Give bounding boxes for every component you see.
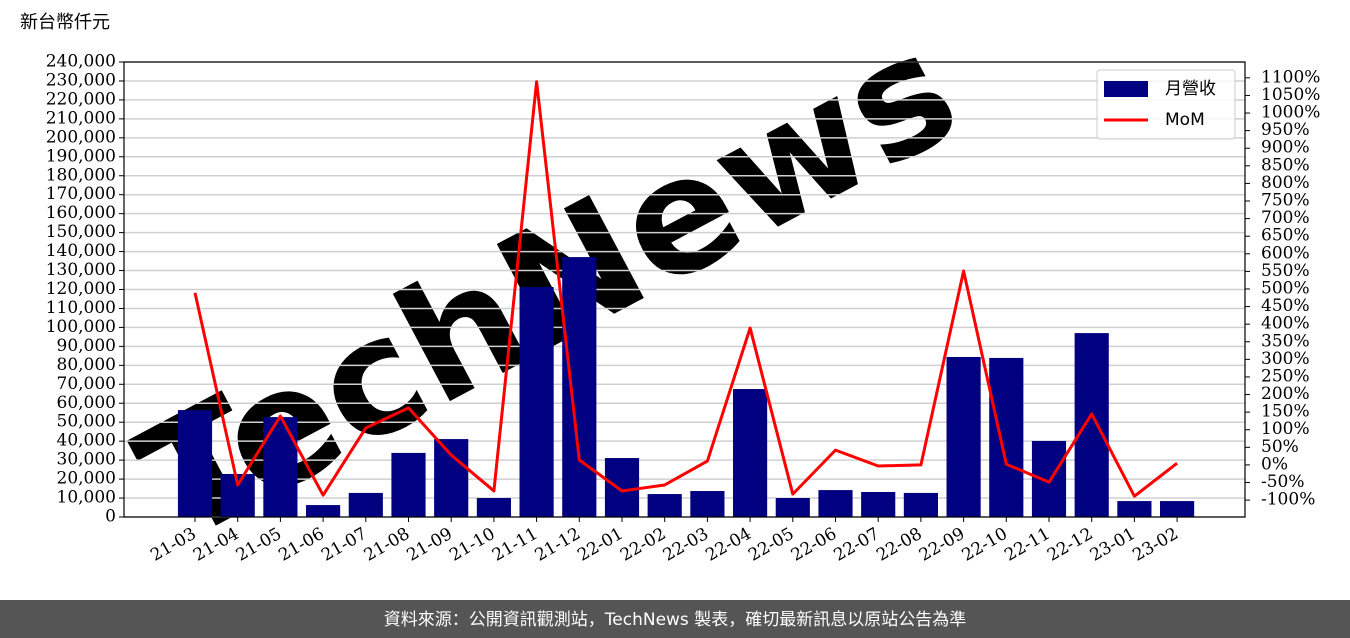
- y2-tick-label: -50%: [1261, 472, 1305, 492]
- bar: [391, 452, 426, 517]
- y-tick-label: 30,000: [57, 450, 116, 470]
- y2-tick-label: 450%: [1261, 296, 1310, 316]
- bar: [1160, 501, 1195, 517]
- y-tick-label: 80,000: [57, 355, 116, 375]
- bar: [861, 491, 896, 517]
- y-tick-label: 60,000: [57, 393, 116, 413]
- y2-tick-label: 750%: [1261, 190, 1310, 210]
- bar: [562, 257, 597, 517]
- y2-tick-label: 850%: [1261, 155, 1310, 175]
- y-tick-label: 70,000: [57, 374, 116, 394]
- bar: [434, 439, 469, 517]
- y-tick-label: 200,000: [46, 127, 116, 147]
- y-tick-label: 120,000: [46, 279, 116, 299]
- legend-swatch: [1104, 81, 1148, 97]
- bar: [775, 498, 810, 517]
- y-tick-label: 190,000: [46, 146, 116, 166]
- y-tick-label: 170,000: [46, 184, 116, 204]
- y2-tick-label: 800%: [1261, 173, 1310, 193]
- y2-tick-label: -100%: [1261, 490, 1315, 510]
- bar: [306, 505, 341, 517]
- y2-tick-label: 500%: [1261, 278, 1310, 298]
- bar: [946, 356, 981, 517]
- bar: [1074, 333, 1109, 517]
- source-note: 資料來源：公開資訊觀測站，TechNews 製表，確切最新訊息以原站公告為準: [384, 610, 966, 630]
- bar: [519, 287, 554, 517]
- y-tick-label: 150,000: [46, 222, 116, 242]
- y2-tick-label: 300%: [1261, 349, 1310, 369]
- footer-band: [0, 600, 1350, 638]
- y2-tick-label: 700%: [1261, 208, 1310, 228]
- bar: [903, 492, 938, 517]
- y-axis-label: 新台幣仟元: [20, 12, 110, 33]
- y-tick-label: 50,000: [57, 412, 116, 432]
- y2-tick-label: 950%: [1261, 120, 1310, 140]
- y-tick-label: 220,000: [46, 89, 116, 109]
- y-tick-label: 90,000: [57, 336, 116, 356]
- y2-tick-label: 1050%: [1261, 85, 1320, 105]
- y-tick-label: 210,000: [46, 108, 116, 128]
- y-tick-label: 110,000: [46, 298, 116, 318]
- line: [193, 80, 1179, 498]
- y2-tick-label: 350%: [1261, 331, 1310, 351]
- y-tick-label: 240,000: [46, 52, 116, 72]
- y-tick-label: 230,000: [46, 70, 116, 90]
- plot-frame: [123, 61, 1246, 518]
- legend-label: MoM: [1165, 110, 1205, 130]
- bar: [177, 410, 213, 517]
- bar: [647, 494, 682, 517]
- y-tick-label: 180,000: [46, 165, 116, 185]
- y2-tick-label: 50%: [1261, 437, 1299, 457]
- y-tick-label: 130,000: [46, 260, 116, 280]
- y-tick-label: 20,000: [57, 469, 116, 489]
- y2-tick-label: 150%: [1261, 402, 1310, 422]
- y2-tick-label: 650%: [1261, 226, 1310, 246]
- bar: [733, 389, 768, 517]
- y2-tick-label: 1100%: [1261, 67, 1320, 87]
- bar: [690, 491, 725, 517]
- y2-tick-label: 100%: [1261, 419, 1310, 439]
- bar: [476, 498, 511, 517]
- y-tick-label: 0: [105, 507, 116, 527]
- bar: [263, 417, 298, 517]
- bar: [348, 492, 383, 517]
- bar: [604, 458, 640, 517]
- y2-tick-label: 200%: [1261, 384, 1310, 404]
- bar: [989, 357, 1024, 517]
- y2-tick-label: 250%: [1261, 366, 1310, 386]
- y-tick-label: 100,000: [46, 317, 116, 337]
- y-tick-label: 160,000: [46, 203, 116, 223]
- bar: [1117, 501, 1152, 517]
- y-tick-label: 40,000: [57, 431, 116, 451]
- y-tick-label: 10,000: [57, 488, 116, 508]
- y2-tick-label: 0%: [1261, 454, 1288, 474]
- bar: [818, 490, 853, 517]
- y2-tick-label: 900%: [1261, 138, 1310, 158]
- y2-tick-label: 1000%: [1261, 103, 1320, 123]
- y2-tick-label: 550%: [1261, 261, 1310, 281]
- bar: [1031, 440, 1067, 517]
- y-tick-label: 140,000: [46, 241, 116, 261]
- legend-label: 月營收: [1165, 79, 1216, 99]
- y2-tick-label: 600%: [1261, 243, 1310, 263]
- y2-tick-label: 400%: [1261, 314, 1310, 334]
